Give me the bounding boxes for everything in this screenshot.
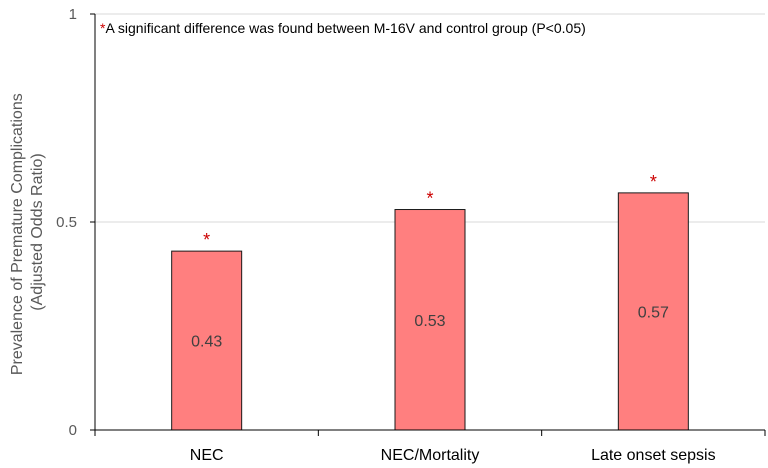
bars: 0.43 * 0.53 * 0.57 * xyxy=(171,172,689,431)
axes xyxy=(94,14,765,431)
significance-marker: * xyxy=(426,189,433,209)
bar xyxy=(617,192,689,431)
x-axis-ticks: NEC NEC/Mortality Late onset sepsis xyxy=(94,430,766,464)
y-tick-label: 0 xyxy=(69,422,77,439)
annotation-note: *A significant difference was found betw… xyxy=(100,20,586,36)
annotation-marker: * xyxy=(100,20,106,36)
y-tick-label: 1 xyxy=(69,6,77,23)
bar-value-label: 0.57 xyxy=(638,304,669,321)
y-axis-ticks: 00.51 xyxy=(56,6,95,439)
y-axis-title-line-2: (Adjusted Odds Ratio) xyxy=(29,153,46,310)
category-label: Late onset sepsis xyxy=(591,447,716,464)
significance-marker: * xyxy=(203,230,210,250)
bar xyxy=(171,250,243,431)
annotation-text: A significant difference was found betwe… xyxy=(105,20,585,36)
y-tick-label: 0.5 xyxy=(56,214,77,231)
y-axis-title-line-1: Prevalence of Premature Complications xyxy=(9,93,26,375)
bar-value-label: 0.43 xyxy=(191,334,222,351)
category-label: NEC xyxy=(190,447,224,464)
y-axis-title: Prevalence of Premature Complications (A… xyxy=(9,89,46,375)
category-label: NEC/Mortality xyxy=(381,447,480,464)
bar-value-label: 0.53 xyxy=(414,313,445,330)
significance-marker: * xyxy=(650,172,657,192)
